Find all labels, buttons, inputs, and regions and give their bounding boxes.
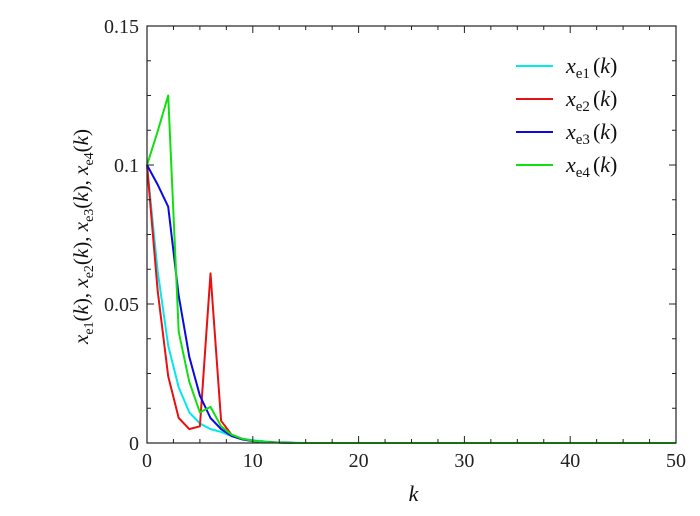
axis-ticks [146, 25, 677, 444]
legend: xe1 (k) xe2 (k) xe3 (k) xe4 (k) [516, 53, 617, 181]
x-tick-label: 10 [243, 450, 263, 472]
series-line-e1 [146, 164, 676, 444]
x-tick-label: 50 [666, 450, 686, 472]
x-tick-label: 40 [560, 450, 580, 472]
x-axis-title: k [409, 481, 420, 506]
y-axis-title: xe1(k), xe2(k), xe3(k), xe4(k) [69, 129, 97, 345]
legend-label-e2: xe2 (k) [565, 86, 617, 115]
y-tick-label: 0.1 [114, 155, 139, 177]
y-tick-label: 0 [129, 433, 139, 455]
series-line-e2 [146, 164, 676, 444]
y-tick-label: 0.15 [104, 16, 139, 38]
x-tick-label: 30 [454, 450, 474, 472]
axis-tick-labels: 0 10 20 30 40 50 0 0.05 0.1 0.15 [104, 16, 686, 472]
legend-label-e1: xe1 (k) [565, 53, 617, 82]
x-tick-label: 20 [349, 450, 369, 472]
legend-label-e4: xe4 (k) [565, 152, 617, 181]
x-tick-label: 0 [142, 450, 152, 472]
series-line-e4 [146, 94, 676, 444]
y-tick-label: 0.05 [104, 294, 139, 316]
series-lines [146, 94, 676, 444]
series-line-e3 [146, 164, 676, 444]
legend-label-e3: xe3 (k) [565, 119, 617, 148]
